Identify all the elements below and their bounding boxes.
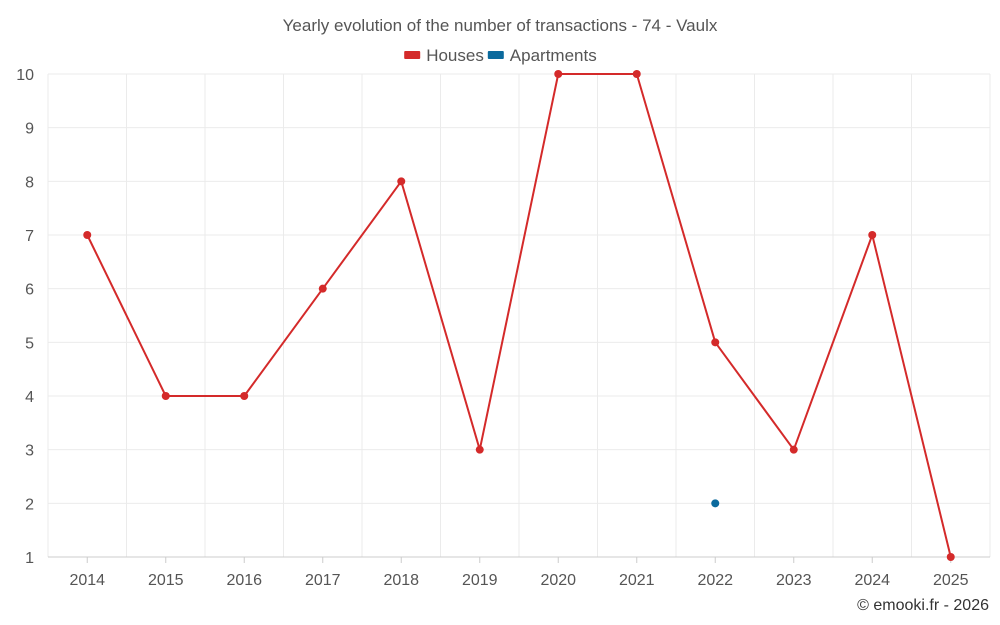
x-tick-label: 2018 bbox=[383, 572, 419, 589]
houses-point bbox=[711, 338, 720, 347]
axes: 1 2 3 4 5 6 7 8 9 10 2014 2015 2016 2017 2018 2019 2020 2… bbox=[16, 67, 990, 589]
x-tick-label: 2015 bbox=[148, 572, 184, 589]
gridlines bbox=[47, 73, 991, 557]
y-tick-label: 2 bbox=[25, 496, 34, 513]
x-tick-label: 2020 bbox=[540, 572, 576, 589]
x-tick-label: 2024 bbox=[854, 572, 890, 589]
y-tick-label: 6 bbox=[25, 282, 34, 299]
x-tick-label: 2023 bbox=[776, 572, 812, 589]
houses-point bbox=[868, 231, 877, 239]
legend-swatch-apartments bbox=[487, 51, 504, 59]
y-tick-label: 4 bbox=[25, 389, 34, 406]
x-tick-label: 2022 bbox=[697, 572, 733, 589]
x-tick-label: 2021 bbox=[619, 572, 655, 589]
chart-title: Yearly evolution of the number of transa… bbox=[283, 16, 718, 35]
y-tick-label: 10 bbox=[16, 67, 34, 84]
houses-point bbox=[946, 553, 955, 561]
houses-point bbox=[83, 231, 92, 239]
legend-label-houses: Houses bbox=[426, 46, 484, 65]
x-tick-label: 2019 bbox=[462, 572, 498, 589]
houses-point bbox=[554, 70, 563, 78]
houses-point bbox=[318, 284, 327, 293]
houses-point bbox=[240, 392, 249, 400]
houses-line bbox=[86, 73, 952, 558]
legend-label-apartments: Apartments bbox=[510, 46, 597, 65]
x-tick-label: 2014 bbox=[69, 572, 105, 589]
y-tick-label: 7 bbox=[25, 228, 34, 245]
houses-point bbox=[161, 392, 170, 400]
houses-point bbox=[632, 70, 641, 78]
y-tick-label: 8 bbox=[25, 174, 34, 191]
houses-point bbox=[475, 445, 484, 454]
y-tick-label: 5 bbox=[25, 335, 34, 352]
apartments-point bbox=[711, 499, 720, 508]
houses-point bbox=[397, 177, 406, 186]
y-tick-label: 3 bbox=[25, 443, 34, 460]
legend-swatch-houses bbox=[404, 51, 421, 59]
y-tick-label: 1 bbox=[25, 550, 34, 567]
x-tick-label: 2017 bbox=[305, 572, 341, 589]
credit-text: © emooki.fr - 2026 bbox=[857, 597, 989, 614]
x-tick-label: 2016 bbox=[226, 572, 262, 589]
y-tick-label: 9 bbox=[25, 121, 34, 138]
series-layer bbox=[83, 70, 955, 561]
x-tick-label: 2025 bbox=[933, 572, 969, 589]
legend: Houses Apartments bbox=[404, 46, 597, 65]
houses-point bbox=[789, 445, 798, 454]
